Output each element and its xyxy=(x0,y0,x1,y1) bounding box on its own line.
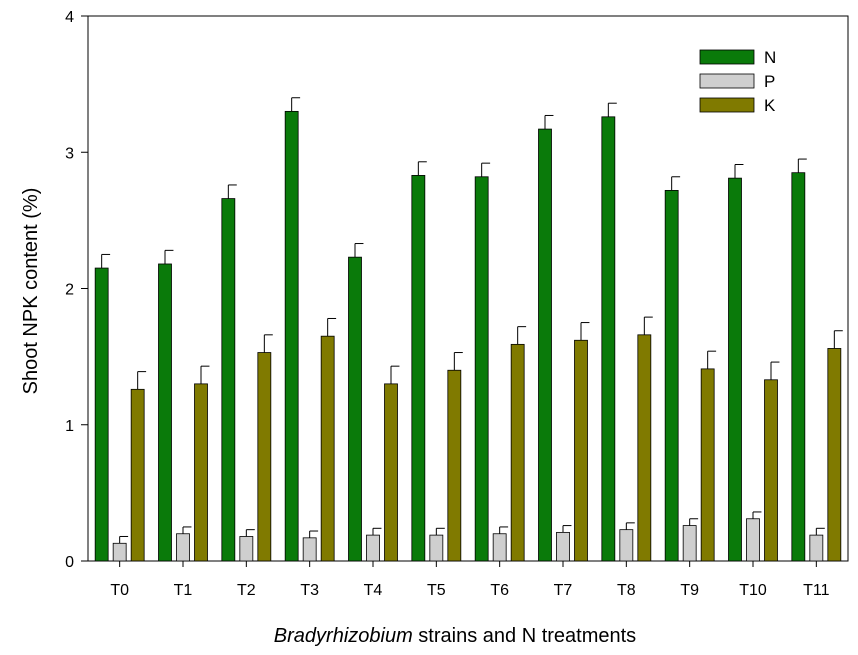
bar-p-T0 xyxy=(112,542,127,562)
x-tick-label-T0: T0 xyxy=(110,582,129,599)
y-tick-label-2: 2 xyxy=(65,282,74,299)
x-tick-label-T3: T3 xyxy=(300,582,319,599)
x-tick-label-T9: T9 xyxy=(680,582,699,599)
x-axis-title: Bradyrhizobium strains and N treatments xyxy=(274,625,636,647)
bar-n-T4 xyxy=(348,256,362,562)
y-tick-label-4: 4 xyxy=(65,9,74,26)
x-axis-title-italic: Bradyrhizobium xyxy=(274,625,413,647)
x-tick-label-T1: T1 xyxy=(174,582,193,599)
bar-n-T11 xyxy=(791,172,806,562)
bar-k-T9 xyxy=(700,368,715,562)
bar-k-T7 xyxy=(574,339,588,562)
bar-k-T0 xyxy=(130,388,145,562)
bar-k-T10 xyxy=(764,379,778,562)
bar-k-T6 xyxy=(510,343,525,562)
bar-p-T7 xyxy=(556,531,570,562)
bar-p-T6 xyxy=(492,533,507,562)
bar-n-T5 xyxy=(411,175,426,562)
bar-k-T5 xyxy=(447,369,462,562)
bar-p-T4 xyxy=(366,534,380,562)
bar-k-T2 xyxy=(257,352,272,562)
bar-p-T3 xyxy=(302,537,317,562)
x-tick-label-T5: T5 xyxy=(427,582,446,599)
bar-p-T5 xyxy=(429,534,444,562)
bar-n-T8 xyxy=(601,116,616,562)
bar-k-T11 xyxy=(827,348,842,562)
legend-label-p: P xyxy=(764,72,775,91)
bar-n-T0 xyxy=(94,267,109,562)
y-axis-title: Shoot NPK content (%) xyxy=(20,188,42,395)
x-tick-label-T6: T6 xyxy=(490,582,509,599)
bar-n-T1 xyxy=(158,263,172,562)
legend-label-k: K xyxy=(764,96,776,115)
bar-n-T9 xyxy=(664,189,679,562)
bar-p-T11 xyxy=(809,534,824,562)
legend-label-n: N xyxy=(764,48,776,67)
x-tick-label-T8: T8 xyxy=(617,582,636,599)
bar-k-T3 xyxy=(320,335,335,562)
bar-k-T4 xyxy=(384,383,398,562)
axes-layer: T0 T1 T2 T3 T4 T5 T6 T7 T8 T9 T10 T11 0 1 2 3 4 xyxy=(65,9,830,599)
bar-p-T9 xyxy=(682,525,697,562)
bar-n-T3 xyxy=(284,110,299,562)
bar-p-T10 xyxy=(746,518,760,562)
x-tick-label-T2: T2 xyxy=(237,582,256,599)
bar-n-T6 xyxy=(474,176,489,562)
bar-n-T10 xyxy=(728,177,742,562)
bar-p-T8 xyxy=(619,529,634,562)
x-tick-label-T11: T11 xyxy=(803,582,829,599)
x-tick-label-T4: T4 xyxy=(364,582,383,599)
bar-k-T8 xyxy=(637,334,652,562)
y-tick-label-1: 1 xyxy=(65,418,74,435)
legend-swatch-p xyxy=(699,73,755,89)
bar-p-T2 xyxy=(239,536,254,562)
legend-swatch-k xyxy=(699,97,755,113)
bar-n-T7 xyxy=(538,128,552,562)
y-tick-label-3: 3 xyxy=(65,145,74,162)
x-axis-title-rest: strains and N treatments xyxy=(413,625,636,647)
y-tick-label-0: 0 xyxy=(65,554,74,571)
legend: NPK xyxy=(699,48,776,115)
bars-layer xyxy=(94,97,843,562)
legend-swatch-n xyxy=(699,49,755,65)
bar-n-T2 xyxy=(221,198,236,562)
bar-k-T1 xyxy=(194,383,208,562)
bar-p-T1 xyxy=(176,533,190,562)
x-tick-label-T7: T7 xyxy=(554,582,573,599)
x-tick-label-T10: T10 xyxy=(739,582,767,599)
